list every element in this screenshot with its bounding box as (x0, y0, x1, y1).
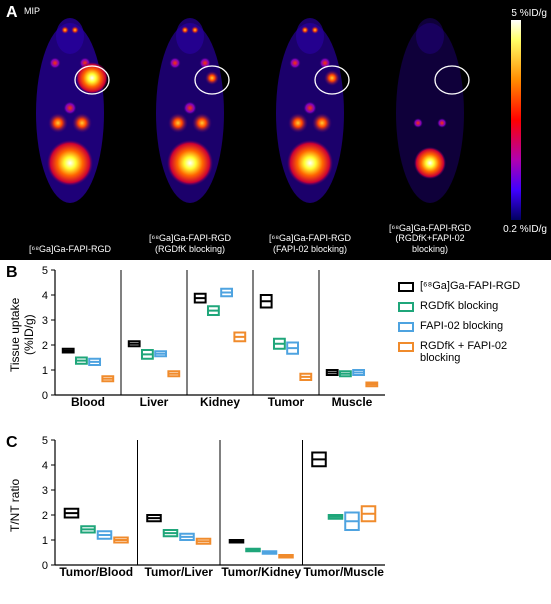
svg-text:2: 2 (42, 510, 48, 522)
svg-text:2: 2 (42, 340, 48, 352)
figure-root: A MIP [⁶⁸Ga]Ga-FAPI-RGD [⁶⁸Ga]Ga-FAPI-RG… (0, 0, 551, 604)
mouse-col-3: [⁶⁸Ga]Ga-FAPI-RGD(RGDfK+FAPI-02blocking) (370, 8, 490, 256)
svg-text:0: 0 (42, 560, 48, 572)
legend-label-3: RGDfK + FAPI-02 blocking (420, 340, 548, 364)
svg-text:3: 3 (42, 315, 48, 327)
svg-text:5: 5 (42, 435, 48, 447)
mouse-caption-1: [⁶⁸Ga]Ga-FAPI-RGD(RGDfK blocking) (130, 233, 250, 254)
legend-swatch-0 (398, 282, 414, 292)
mice-row: [⁶⁸Ga]Ga-FAPI-RGD [⁶⁸Ga]Ga-FAPI-RGD(RGDf… (10, 8, 490, 256)
legend-swatch-3 (398, 342, 414, 352)
panel-b-svg: 012345 (55, 270, 385, 395)
svg-text:1: 1 (42, 365, 48, 377)
x-category: Muscle (319, 396, 385, 426)
x-category: Tumor (253, 396, 319, 426)
panel-b-ylabel: Tissue uptake (%ID/g) (8, 280, 28, 390)
mouse-pet-1 (130, 8, 250, 218)
panel-c-ylabel: T/NT ratio (8, 450, 28, 560)
mouse-caption-3: [⁶⁸Ga]Ga-FAPI-RGD(RGDfK+FAPI-02blocking) (370, 223, 490, 254)
mouse-caption-0: [⁶⁸Ga]Ga-FAPI-RGD (10, 244, 130, 254)
svg-text:4: 4 (42, 290, 48, 302)
x-category: Tumor/Blood (55, 566, 138, 596)
svg-text:1: 1 (42, 535, 48, 547)
svg-text:5: 5 (42, 265, 48, 277)
panel-c: C T/NT ratio 012345 Tumor/BloodTumor/Liv… (0, 430, 551, 600)
colorbar-max: 5 %ID/g (511, 8, 547, 19)
mouse-pet-3 (370, 8, 490, 218)
panel-b-chart: 012345 (55, 270, 385, 395)
svg-text:4: 4 (42, 460, 48, 472)
mouse-caption-2: [⁶⁸Ga]Ga-FAPI-RGD(FAPI-02 blocking) (250, 233, 370, 254)
mouse-pet-0 (10, 8, 130, 218)
legend: [⁶⁸Ga]Ga-FAPI-RGD RGDfK blocking FAPI-02 b… (398, 280, 548, 372)
mouse-col-1: [⁶⁸Ga]Ga-FAPI-RGD(RGDfK blocking) (130, 8, 250, 256)
legend-swatch-2 (398, 322, 414, 332)
legend-item-2: FAPI-02 blocking (398, 320, 548, 332)
x-category: Kidney (187, 396, 253, 426)
legend-swatch-1 (398, 302, 414, 312)
colorbar-min: 0.2 %ID/g (503, 224, 547, 235)
x-category: Tumor/Kidney (220, 566, 303, 596)
x-category: Tumor/Liver (138, 566, 221, 596)
legend-item-1: RGDfK blocking (398, 300, 548, 312)
mouse-col-2: [⁶⁸Ga]Ga-FAPI-RGD(FAPI-02 blocking) (250, 8, 370, 256)
panel-c-svg: 012345 (55, 440, 385, 565)
panel-c-xcats: Tumor/BloodTumor/LiverTumor/KidneyTumor/… (55, 566, 385, 596)
mouse-pet-2 (250, 8, 370, 218)
x-category: Blood (55, 396, 121, 426)
panel-b-xcats: BloodLiverKidneyTumorMuscle (55, 396, 385, 426)
x-category: Liver (121, 396, 187, 426)
panel-a: A MIP [⁶⁸Ga]Ga-FAPI-RGD [⁶⁸Ga]Ga-FAPI-RG… (0, 0, 551, 260)
svg-text:0: 0 (42, 390, 48, 402)
legend-item-3: RGDfK + FAPI-02 blocking (398, 340, 548, 364)
colorbar (511, 20, 521, 220)
svg-text:3: 3 (42, 485, 48, 497)
legend-label-1: RGDfK blocking (420, 300, 498, 312)
panel-c-chart: 012345 (55, 440, 385, 565)
x-category: Tumor/Muscle (303, 566, 386, 596)
legend-label-2: FAPI-02 blocking (420, 320, 503, 332)
legend-item-0: [⁶⁸Ga]Ga-FAPI-RGD (398, 280, 548, 292)
legend-label-0: [⁶⁸Ga]Ga-FAPI-RGD (420, 280, 520, 292)
mouse-col-0: [⁶⁸Ga]Ga-FAPI-RGD (10, 8, 130, 256)
